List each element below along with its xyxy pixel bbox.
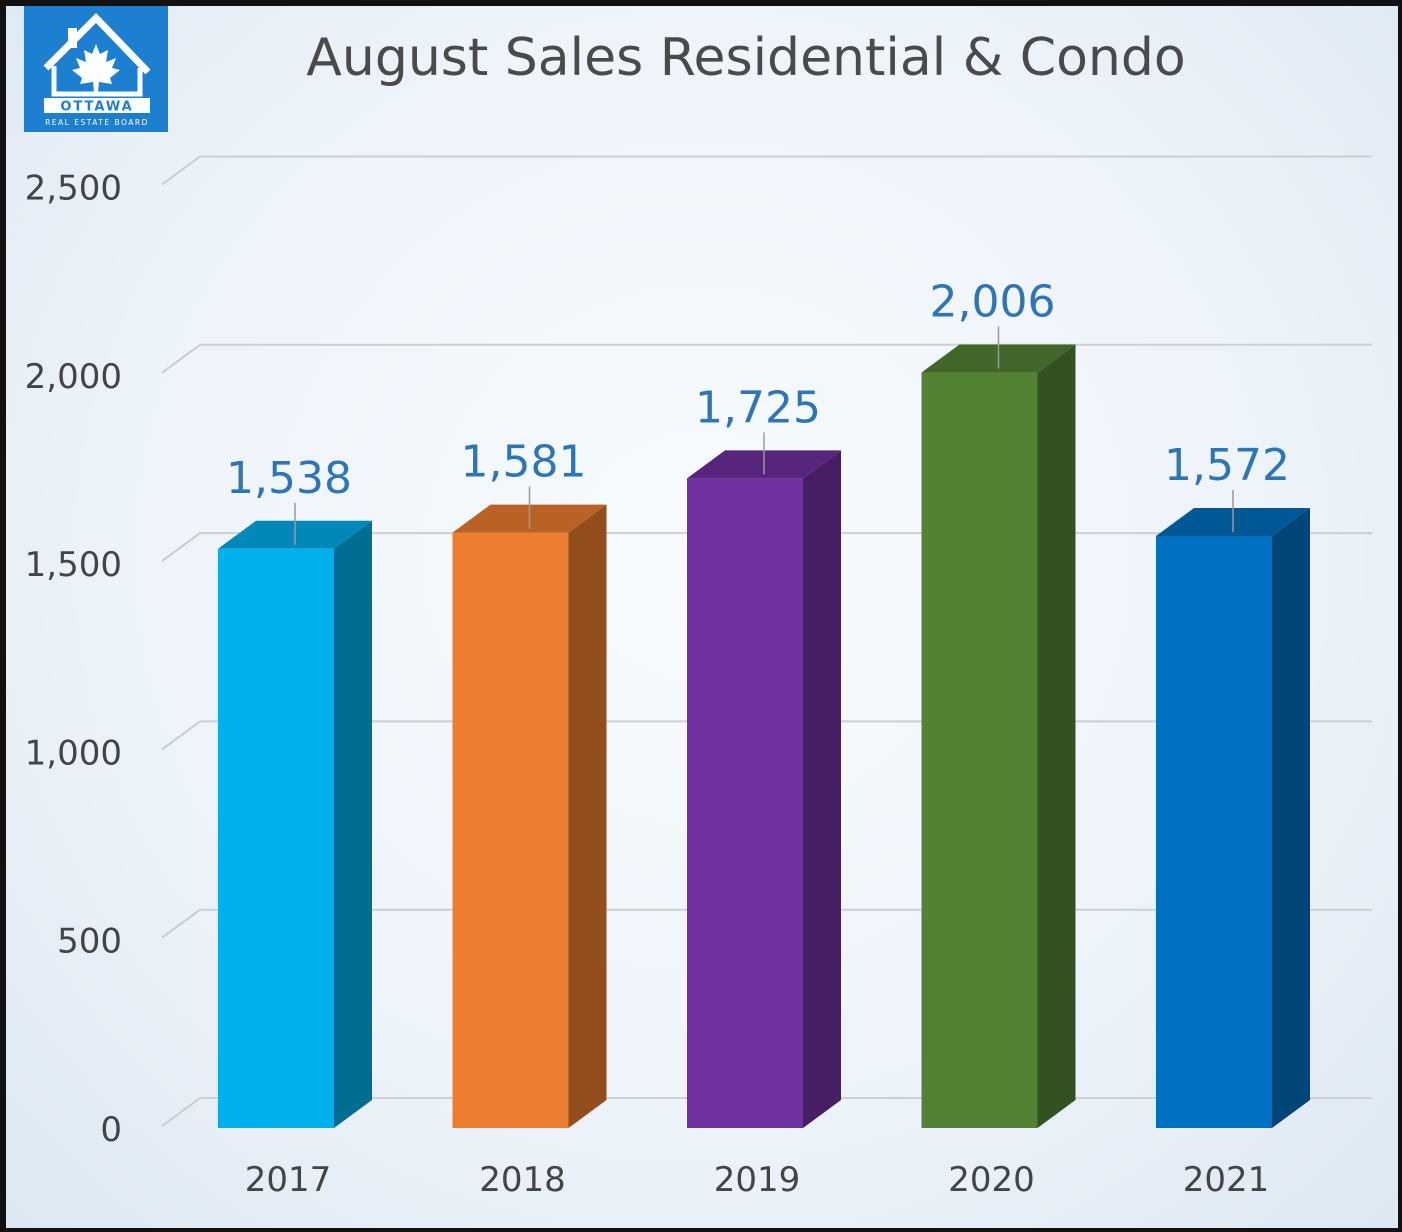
y-tick-label: 2,000 bbox=[25, 357, 122, 397]
gridline-edge bbox=[161, 343, 201, 374]
bar-side bbox=[1272, 507, 1310, 1128]
bar-side bbox=[1037, 344, 1076, 1128]
data-label: 2,006 bbox=[930, 277, 1056, 328]
bar-side bbox=[568, 504, 607, 1128]
gridline-edge bbox=[161, 532, 201, 562]
x-tick-label: 2018 bbox=[479, 1160, 566, 1200]
gridline-edge bbox=[161, 908, 201, 939]
bar bbox=[921, 372, 1038, 1128]
data-label: 1,538 bbox=[226, 453, 352, 504]
bar bbox=[687, 478, 803, 1128]
data-label: 1,725 bbox=[695, 382, 821, 433]
gridline-edge bbox=[161, 155, 201, 186]
y-tick-label: 1,500 bbox=[25, 545, 122, 585]
x-tick-label: 2021 bbox=[1183, 1160, 1270, 1200]
data-label: 1,581 bbox=[461, 437, 587, 488]
logo-name: OTTAWA bbox=[60, 100, 133, 115]
chart-title: August Sales Residential & Condo bbox=[306, 28, 1186, 88]
bar-chart: 0 500 1,000 1,500 2,000 2,500 1,538 2017 1,581 20… bbox=[25, 155, 1372, 1200]
gridline-edge bbox=[161, 1097, 201, 1127]
gridline-edge bbox=[161, 720, 201, 751]
y-tick-label: 1,000 bbox=[25, 733, 122, 773]
house-maple-leaf-icon bbox=[43, 13, 151, 97]
bar bbox=[452, 532, 569, 1128]
bar-side bbox=[334, 520, 372, 1128]
bar bbox=[1156, 535, 1272, 1128]
ottawa-real-estate-board-logo: OTTAWA REAL ESTATE BOARD bbox=[24, 6, 168, 132]
logo-subtitle: REAL ESTATE BOARD bbox=[45, 118, 149, 127]
y-tick-label: 2,500 bbox=[25, 169, 122, 209]
bar-side bbox=[803, 450, 841, 1128]
y-tick-label: 0 bbox=[100, 1110, 122, 1150]
x-tick-label: 2020 bbox=[948, 1160, 1035, 1200]
chart-frame: OTTAWA REAL ESTATE BOARD August Sales Re… bbox=[6, 6, 1398, 1228]
data-label: 1,572 bbox=[1164, 440, 1290, 491]
x-tick-label: 2017 bbox=[245, 1160, 332, 1200]
x-tick-label: 2019 bbox=[714, 1160, 801, 1200]
bar bbox=[218, 548, 334, 1128]
y-tick-label: 500 bbox=[57, 922, 122, 962]
